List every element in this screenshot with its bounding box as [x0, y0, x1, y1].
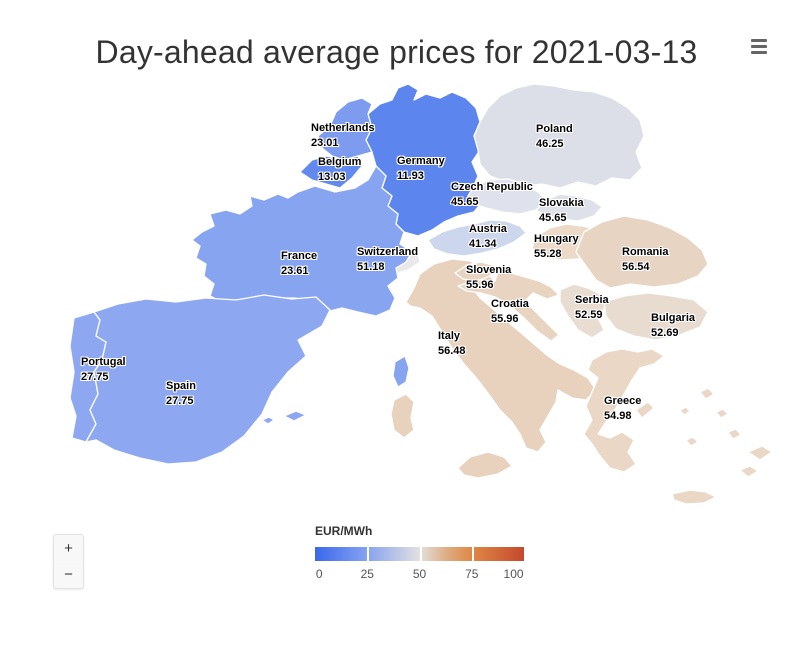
country-shape-greece[interactable]: [583, 348, 773, 505]
country-shape-poland[interactable]: [473, 83, 645, 189]
country-shape-romania[interactable]: [575, 215, 709, 289]
country-shape-croatia[interactable]: [457, 268, 560, 342]
legend-tick-100: 100: [503, 567, 524, 581]
country-shape-slovenia[interactable]: [454, 261, 497, 282]
country-shape-bulgaria[interactable]: [603, 292, 709, 341]
legend-tick-25: 25: [360, 567, 374, 581]
chart-title: Day-ahead average prices for 2021-03-13: [95, 34, 698, 70]
country-shape-belgium[interactable]: [299, 155, 363, 189]
country-shape-spain[interactable]: [85, 294, 331, 465]
legend-axis-labels: 0 25 50 75 100: [315, 567, 524, 583]
legend-tick-0: 0: [315, 567, 323, 581]
country-shape-austria[interactable]: [427, 219, 527, 257]
chart-context-menu-button[interactable]: [749, 36, 773, 56]
legend-tick-75: 75: [465, 567, 479, 581]
zoom-in-button[interactable]: +: [53, 534, 84, 562]
country-shape-france[interactable]: [191, 165, 413, 388]
country-shape-serbia[interactable]: [559, 283, 607, 339]
country-shape-netherlands[interactable]: [317, 97, 373, 161]
legend-gradient-bar: [315, 547, 524, 561]
legend-tick-50: 50: [412, 567, 427, 581]
country-shape-slovakia[interactable]: [535, 193, 603, 222]
legend-title: EUR/MWh: [315, 524, 373, 538]
zoom-out-button[interactable]: −: [53, 561, 84, 589]
